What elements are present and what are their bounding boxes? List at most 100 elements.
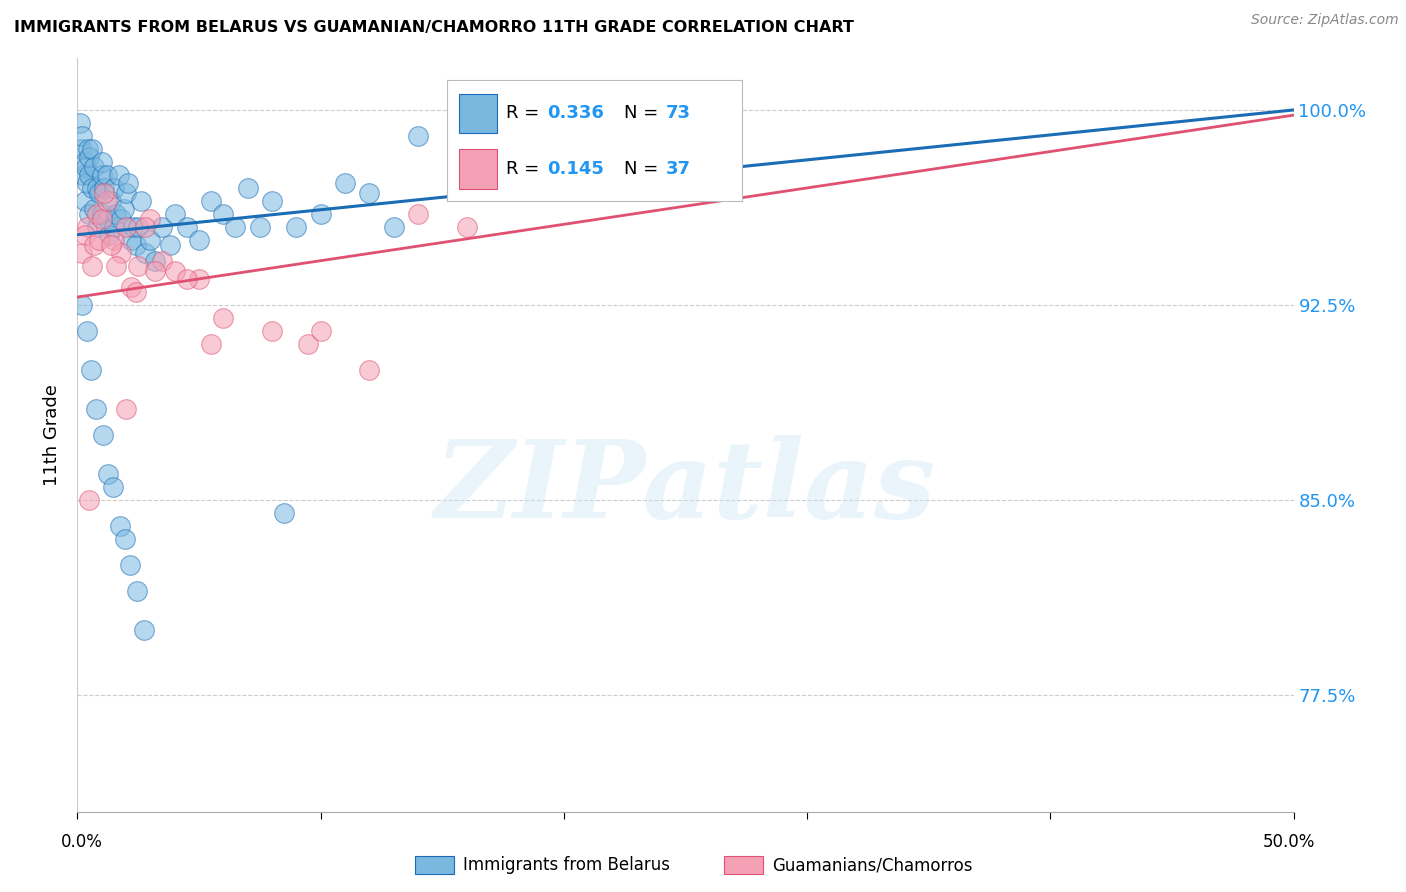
- Point: [134, 246, 156, 260]
- Point: [143, 264, 166, 278]
- Point: [79, 207, 101, 221]
- Text: N =: N =: [624, 104, 664, 122]
- Point: [200, 194, 222, 208]
- Point: [176, 219, 198, 234]
- Point: [115, 186, 138, 201]
- Point: [285, 219, 308, 234]
- Point: [86, 207, 108, 221]
- Point: [96, 194, 118, 208]
- Point: [91, 427, 114, 442]
- Point: [107, 168, 129, 182]
- Point: [134, 219, 156, 234]
- Point: [125, 285, 148, 299]
- Point: [309, 207, 332, 221]
- Point: [118, 558, 141, 572]
- Point: [675, 116, 697, 130]
- Point: [101, 480, 124, 494]
- Point: [103, 219, 125, 234]
- Point: [224, 219, 246, 234]
- Point: [163, 207, 186, 221]
- Point: [333, 176, 356, 190]
- Point: [406, 207, 429, 221]
- Point: [260, 324, 283, 338]
- Point: [127, 219, 149, 234]
- Point: [96, 168, 118, 182]
- Point: [76, 176, 98, 190]
- Text: 73: 73: [665, 104, 690, 122]
- Point: [75, 160, 97, 174]
- Point: [125, 583, 148, 598]
- Point: [120, 233, 142, 247]
- Point: [90, 168, 112, 182]
- Text: Immigrants from Belarus: Immigrants from Belarus: [463, 856, 669, 874]
- Text: R =: R =: [506, 104, 546, 122]
- Point: [70, 298, 93, 312]
- Point: [73, 227, 96, 242]
- Point: [76, 219, 98, 234]
- Point: [79, 492, 101, 507]
- Point: [249, 219, 271, 234]
- Point: [382, 219, 405, 234]
- Point: [110, 246, 132, 260]
- Point: [97, 227, 120, 242]
- Point: [139, 233, 162, 247]
- Point: [359, 186, 381, 201]
- Point: [273, 506, 295, 520]
- Point: [83, 238, 105, 252]
- Point: [80, 259, 103, 273]
- Point: [115, 219, 138, 234]
- Point: [139, 212, 162, 227]
- Point: [80, 363, 103, 377]
- Point: [108, 518, 131, 533]
- Text: Guamanians/Chamorros: Guamanians/Chamorros: [772, 856, 973, 874]
- Point: [86, 219, 108, 234]
- Point: [110, 212, 132, 227]
- Point: [529, 181, 551, 195]
- Point: [77, 142, 100, 156]
- Point: [125, 238, 148, 252]
- Point: [90, 155, 112, 169]
- Point: [70, 128, 93, 143]
- Point: [406, 128, 429, 143]
- Point: [112, 202, 135, 216]
- Point: [143, 253, 166, 268]
- Point: [115, 401, 138, 416]
- Point: [200, 337, 222, 351]
- Point: [79, 150, 101, 164]
- Point: [134, 623, 156, 637]
- Point: [105, 207, 128, 221]
- Point: [93, 181, 115, 195]
- Point: [120, 279, 142, 293]
- Point: [297, 337, 319, 351]
- Point: [152, 253, 174, 268]
- Point: [83, 160, 105, 174]
- Point: [159, 238, 181, 252]
- Point: [100, 194, 122, 208]
- Point: [79, 168, 101, 182]
- Text: 37: 37: [665, 160, 690, 178]
- Point: [70, 142, 93, 156]
- FancyBboxPatch shape: [458, 94, 498, 133]
- Point: [90, 212, 112, 227]
- Point: [86, 181, 108, 195]
- Point: [163, 264, 186, 278]
- Point: [152, 219, 174, 234]
- Text: 0.336: 0.336: [547, 104, 605, 122]
- Point: [212, 207, 235, 221]
- FancyBboxPatch shape: [458, 149, 498, 188]
- Point: [188, 272, 211, 286]
- Point: [236, 181, 259, 195]
- Point: [212, 310, 235, 325]
- Point: [69, 116, 91, 130]
- Y-axis label: 11th Grade: 11th Grade: [44, 384, 62, 486]
- Point: [309, 324, 332, 338]
- Text: N =: N =: [624, 160, 664, 178]
- Point: [76, 324, 98, 338]
- Point: [103, 233, 125, 247]
- Point: [96, 212, 118, 227]
- Point: [83, 202, 105, 216]
- Point: [100, 238, 122, 252]
- Text: 0.145: 0.145: [547, 160, 605, 178]
- Text: 0.0%: 0.0%: [60, 833, 103, 851]
- Point: [97, 467, 120, 481]
